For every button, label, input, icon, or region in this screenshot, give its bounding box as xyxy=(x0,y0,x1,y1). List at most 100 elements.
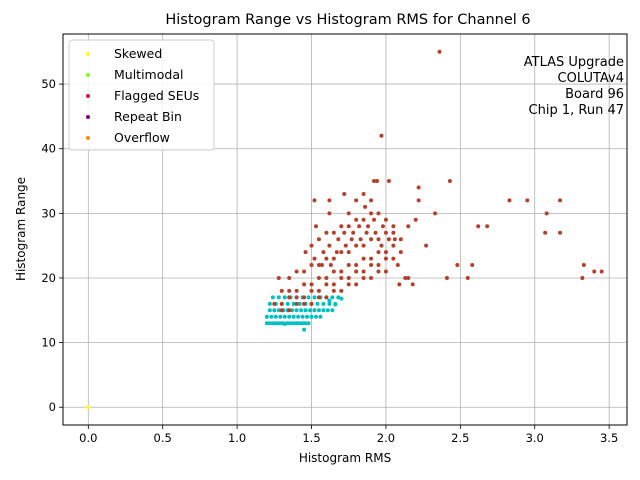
run-point xyxy=(507,198,512,203)
legend-marker xyxy=(86,52,90,56)
legend-box xyxy=(68,39,215,151)
annotation-line: COLUTAv4 xyxy=(558,71,624,86)
normal-point xyxy=(276,321,281,326)
series-point xyxy=(86,405,91,410)
x-axis-label: Histogram RMS xyxy=(299,451,391,465)
run-point xyxy=(312,198,317,203)
grid-lines xyxy=(63,34,627,425)
run-point xyxy=(376,211,381,216)
run-point xyxy=(294,295,299,300)
normal-point xyxy=(330,295,335,300)
normal-point xyxy=(339,296,344,301)
run-point xyxy=(403,275,408,280)
run-point xyxy=(361,269,366,274)
run-point xyxy=(302,269,307,274)
run-point xyxy=(287,275,292,280)
run-point xyxy=(369,237,374,242)
normal-point xyxy=(290,308,295,313)
run-point xyxy=(334,250,339,255)
run-point xyxy=(346,224,351,229)
legend-marker xyxy=(86,136,90,140)
normal-point xyxy=(276,308,281,313)
run-point xyxy=(361,191,366,196)
run-point xyxy=(357,224,362,229)
legend: Skewed Multimodal Flagged SEUs Repeat Bin Ov… xyxy=(68,39,215,151)
run-point xyxy=(346,263,351,268)
y-axis-label: Histogram Range xyxy=(14,177,28,281)
legend-label: Repeat Bin xyxy=(114,109,182,124)
run-point xyxy=(294,301,299,306)
run-point xyxy=(354,282,359,287)
x-tick-label: 3.5 xyxy=(600,431,618,445)
normal-point xyxy=(306,321,311,326)
normal-point xyxy=(287,314,292,319)
normal-point xyxy=(273,314,278,319)
normal-point xyxy=(299,308,304,313)
normal-point xyxy=(309,314,314,319)
run-point xyxy=(398,250,403,255)
normal-point xyxy=(333,302,338,307)
run-point xyxy=(470,263,475,268)
data-points xyxy=(86,49,604,410)
run-point xyxy=(383,269,388,274)
run-point xyxy=(316,237,321,242)
run-point xyxy=(351,230,356,235)
run-point xyxy=(380,224,385,229)
normal-point xyxy=(300,314,305,319)
run-point xyxy=(376,263,381,268)
legend-marker xyxy=(86,73,90,77)
run-point xyxy=(465,275,470,280)
run-point xyxy=(592,269,597,274)
run-point xyxy=(279,288,284,293)
run-point xyxy=(327,243,332,248)
normal-point xyxy=(294,321,299,326)
normal-point xyxy=(291,314,296,319)
run-point xyxy=(363,204,368,209)
run-point xyxy=(386,179,391,184)
y-tick-label: 50 xyxy=(41,77,56,91)
x-tick-label: 0.0 xyxy=(79,431,97,445)
run-point xyxy=(485,224,490,229)
run-point xyxy=(331,269,336,274)
run-point xyxy=(313,224,318,229)
run-point xyxy=(376,250,381,255)
run-point xyxy=(383,230,388,235)
normal-point xyxy=(282,314,287,319)
run-point xyxy=(346,250,351,255)
run-point xyxy=(321,250,326,255)
run-point xyxy=(391,256,396,261)
normal-point xyxy=(291,301,296,306)
normal-point xyxy=(306,295,311,300)
normal-point xyxy=(270,295,275,300)
run-point xyxy=(599,269,604,274)
normal-point xyxy=(297,301,302,306)
annotation-line: Board 96 xyxy=(565,87,624,102)
normal-point xyxy=(300,321,305,326)
run-point xyxy=(276,275,281,280)
run-point xyxy=(339,224,344,229)
run-point xyxy=(364,230,369,235)
normal-point xyxy=(316,308,321,313)
run-point xyxy=(303,250,308,255)
run-point xyxy=(372,179,377,184)
run-point xyxy=(379,133,384,138)
run-point xyxy=(581,263,586,268)
run-point xyxy=(324,230,329,235)
run-point xyxy=(324,275,329,280)
run-point xyxy=(558,198,563,203)
run-point xyxy=(339,269,344,274)
run-point xyxy=(354,269,359,274)
run-point xyxy=(416,185,421,190)
run-point xyxy=(413,217,418,222)
run-point xyxy=(331,230,336,235)
run-point xyxy=(437,49,442,54)
run-point xyxy=(324,282,329,287)
normal-point xyxy=(302,327,307,332)
run-point xyxy=(343,243,348,248)
run-point xyxy=(346,211,351,216)
run-point xyxy=(525,198,530,203)
run-point xyxy=(302,295,307,300)
normal-point xyxy=(327,298,332,303)
run-point xyxy=(369,263,374,268)
